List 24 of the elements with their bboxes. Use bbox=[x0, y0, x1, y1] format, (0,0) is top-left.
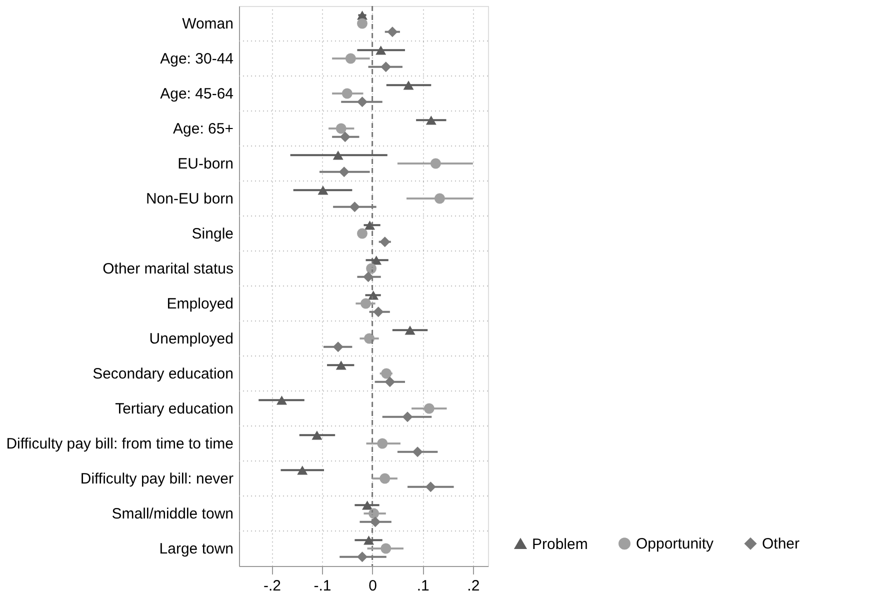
x-tick-label: -.2 bbox=[263, 578, 281, 594]
legend-label: Problem bbox=[532, 536, 588, 553]
y-tick-label: Tertiary education bbox=[115, 400, 234, 418]
y-tick-label: Age: 30-44 bbox=[160, 50, 234, 68]
y-tick-label: Difficulty pay bill: never bbox=[80, 470, 234, 488]
y-tick-label: Age: 65+ bbox=[173, 120, 234, 138]
y-tick-label: Large town bbox=[159, 540, 234, 558]
y-tick-label: Woman bbox=[182, 16, 234, 32]
y-tick-label: Age: 45-64 bbox=[160, 86, 234, 102]
y-tick-label: Non-EU born bbox=[146, 190, 234, 208]
y-tick-label: Small/middle town bbox=[112, 506, 234, 522]
y-tick-label: Unemployed bbox=[149, 330, 234, 348]
x-tick-label: .1 bbox=[416, 578, 430, 594]
y-tick-label: Employed bbox=[166, 296, 234, 312]
y-tick-label: Secondary education bbox=[92, 366, 234, 382]
legend-label: Other bbox=[762, 536, 800, 553]
x-tick-label: .2 bbox=[467, 578, 480, 594]
x-tick-label: -.1 bbox=[314, 578, 332, 594]
y-tick-label: Other marital status bbox=[102, 260, 234, 278]
y-tick-label: EU-born bbox=[178, 156, 234, 172]
y-tick-label: Single bbox=[192, 226, 234, 242]
legend-label: Opportunity bbox=[636, 536, 714, 553]
y-tick-label: Difficulty pay bill: from time to time bbox=[6, 436, 234, 452]
x-tick-label: 0 bbox=[368, 578, 377, 594]
